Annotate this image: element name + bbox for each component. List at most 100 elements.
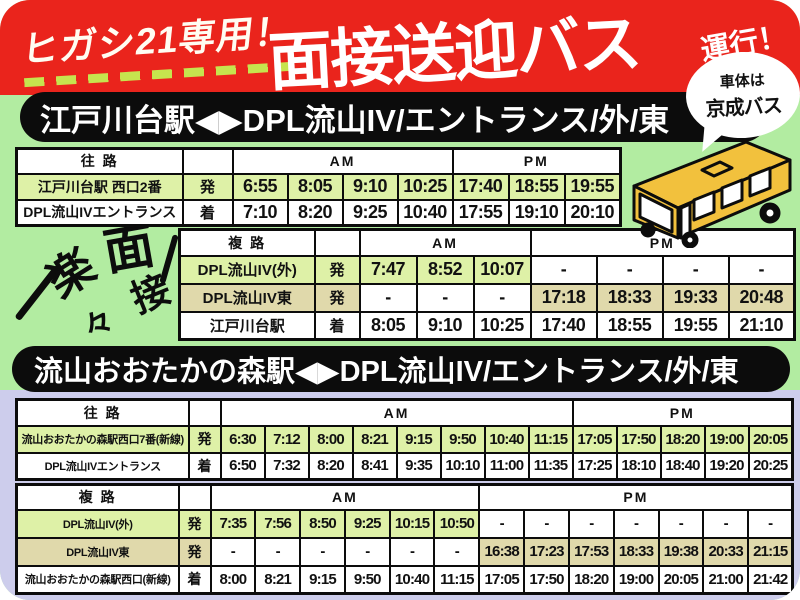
time-cell: 9:50 xyxy=(343,564,391,595)
time-cell: 7:35 xyxy=(209,508,257,539)
time-cell: 17:23 xyxy=(523,536,570,567)
route-type-label: 複 路 xyxy=(15,483,180,511)
section2-banner: 流山おおたかの森駅◀▶DPL流山IV/エントランス/外/東 xyxy=(12,346,790,392)
time-cell: 19:00 xyxy=(703,424,750,454)
time-cell: 8:50 xyxy=(299,508,346,539)
depart-arrive-mark: 発 xyxy=(313,254,361,285)
mark-header-cell xyxy=(181,147,234,175)
time-cell: - xyxy=(254,536,302,567)
timetable-row: DPL流山IVエントランス着 6:50 7:32 8:20 8:41 9:35 10:10 1… xyxy=(15,451,794,481)
pm-header: PM xyxy=(571,398,794,427)
time-cell: - xyxy=(343,536,391,567)
time-cell: 17:05 xyxy=(478,564,526,595)
time-cell: 9:25 xyxy=(341,198,399,227)
stop-name: DPL流山IV東 xyxy=(178,282,316,313)
pm-header: PM xyxy=(478,483,794,511)
depart-arrive-mark: 着 xyxy=(177,564,212,595)
route-type-label: 往 路 xyxy=(15,147,184,175)
am-header: AM xyxy=(231,147,454,175)
time-cell: 17:40 xyxy=(529,310,598,341)
stop-name: DPL流山IVエントランス xyxy=(15,451,190,481)
time-cell: - xyxy=(472,282,532,313)
time-cell: 7:12 xyxy=(263,424,310,454)
time-cell: 19:55 xyxy=(563,172,622,201)
time-cell: 19:20 xyxy=(703,451,750,481)
time-cell: 8:41 xyxy=(351,451,398,481)
time-cell: 17:18 xyxy=(529,282,598,313)
time-cell: - xyxy=(415,282,475,313)
time-cell: 8:00 xyxy=(307,424,354,454)
am-header: AM xyxy=(209,483,481,511)
time-cell: 17:25 xyxy=(571,451,618,481)
time-cell: 7:47 xyxy=(358,254,418,285)
time-cell: 10:15 xyxy=(388,508,436,539)
deco-char-raku: 楽 xyxy=(37,238,105,308)
time-cell: 10:07 xyxy=(472,254,532,285)
deco-char-men: 面 xyxy=(99,217,159,281)
time-cell: 8:21 xyxy=(351,424,398,454)
timetable-edogawadai-outbound: 往 路 AM PM 江戸川台駅 西口2番発 6:55 8:05 9:10 10:25 17:40… xyxy=(15,147,623,227)
time-cell: 18:55 xyxy=(507,172,566,201)
mark-header-cell xyxy=(177,483,212,511)
pm-header: PM xyxy=(451,147,622,175)
time-cell: 20:25 xyxy=(747,451,794,481)
time-cell: 9:50 xyxy=(439,424,486,454)
time-cell: - xyxy=(299,536,346,567)
timetable-row: DPL流山IVエントランス着 7:10 8:20 9:25 10:40 17:55 19:1… xyxy=(15,198,622,227)
time-cell: 11:15 xyxy=(527,424,574,454)
time-cell: 19:10 xyxy=(507,198,566,227)
deco-char-setsu: 接 xyxy=(125,268,177,322)
time-cell: 9:15 xyxy=(395,424,442,454)
time-cell: 8:00 xyxy=(209,564,257,595)
time-cell: 10:25 xyxy=(472,310,532,341)
bubble-line2: 京成バス xyxy=(705,95,783,121)
time-cell: 20:10 xyxy=(563,198,622,227)
time-cell: 17:50 xyxy=(615,424,662,454)
depart-arrive-mark: 発 xyxy=(313,282,361,313)
time-cell: - xyxy=(702,508,750,539)
mark-header-cell xyxy=(187,398,222,427)
time-cell: 19:55 xyxy=(661,310,730,341)
time-cell: - xyxy=(529,254,598,285)
stop-name: DPL流山IV東 xyxy=(15,536,180,567)
time-cell: - xyxy=(747,508,794,539)
time-cell: 19:00 xyxy=(612,564,660,595)
time-cell: - xyxy=(661,254,730,285)
time-cell: 17:40 xyxy=(451,172,510,201)
time-cell: 8:20 xyxy=(307,451,354,481)
time-cell: - xyxy=(727,254,796,285)
time-cell: - xyxy=(209,536,257,567)
table-header-row: 往 路 AM PM xyxy=(15,147,622,175)
time-cell: 20:05 xyxy=(657,564,705,595)
stop-name: DPL流山IVエントランス xyxy=(15,198,184,227)
depart-arrive-mark: 着 xyxy=(187,451,222,481)
time-cell: 10:50 xyxy=(433,508,481,539)
section1-banner: 江戸川台駅◀▶DPL流山IV/エントランス/外/東 xyxy=(20,92,768,142)
time-cell: - xyxy=(433,536,481,567)
depart-arrive-mark: 着 xyxy=(313,310,361,341)
time-cell: 21:15 xyxy=(747,536,794,567)
mark-header-cell xyxy=(313,228,361,257)
timetable-otakanomori-outbound: 往 路 AM PM 流山おおたかの森駅西口7番(新線) 発 6:30 7:12 8:00 8:2… xyxy=(15,398,795,481)
timetable-row: 江戸川台駅着 8:05 9:10 10:25 17:40 18:55 19:55 21:10 xyxy=(178,310,796,341)
time-cell: 11:00 xyxy=(483,451,530,481)
time-cell: 21:00 xyxy=(702,564,750,595)
stop-name: 江戸川台駅 xyxy=(178,310,316,341)
time-cell: - xyxy=(567,508,615,539)
time-cell: 6:50 xyxy=(219,451,266,481)
time-cell: 11:15 xyxy=(433,564,481,595)
depart-arrive-mark: 発 xyxy=(177,508,212,539)
time-cell: - xyxy=(595,254,664,285)
depart-arrive-mark: 発 xyxy=(181,172,234,201)
time-cell: 19:33 xyxy=(661,282,730,313)
time-cell: 10:40 xyxy=(396,198,454,227)
time-cell: 18:20 xyxy=(659,424,706,454)
timetable-row: DPL流山IV東発 - - -17:18 18:33 19:33 20:48 xyxy=(178,282,796,313)
time-cell: 9:35 xyxy=(395,451,442,481)
depart-arrive-mark: 着 xyxy=(181,198,234,227)
table-header-row: 複 路 AM PM xyxy=(178,228,796,257)
route-type-label: 複 路 xyxy=(178,228,316,257)
time-cell: 16:38 xyxy=(478,536,526,567)
timetable-row: DPL流山IV東発 - - - - - -16:38 17:23 17:53 18:33 19:38… xyxy=(15,536,794,567)
